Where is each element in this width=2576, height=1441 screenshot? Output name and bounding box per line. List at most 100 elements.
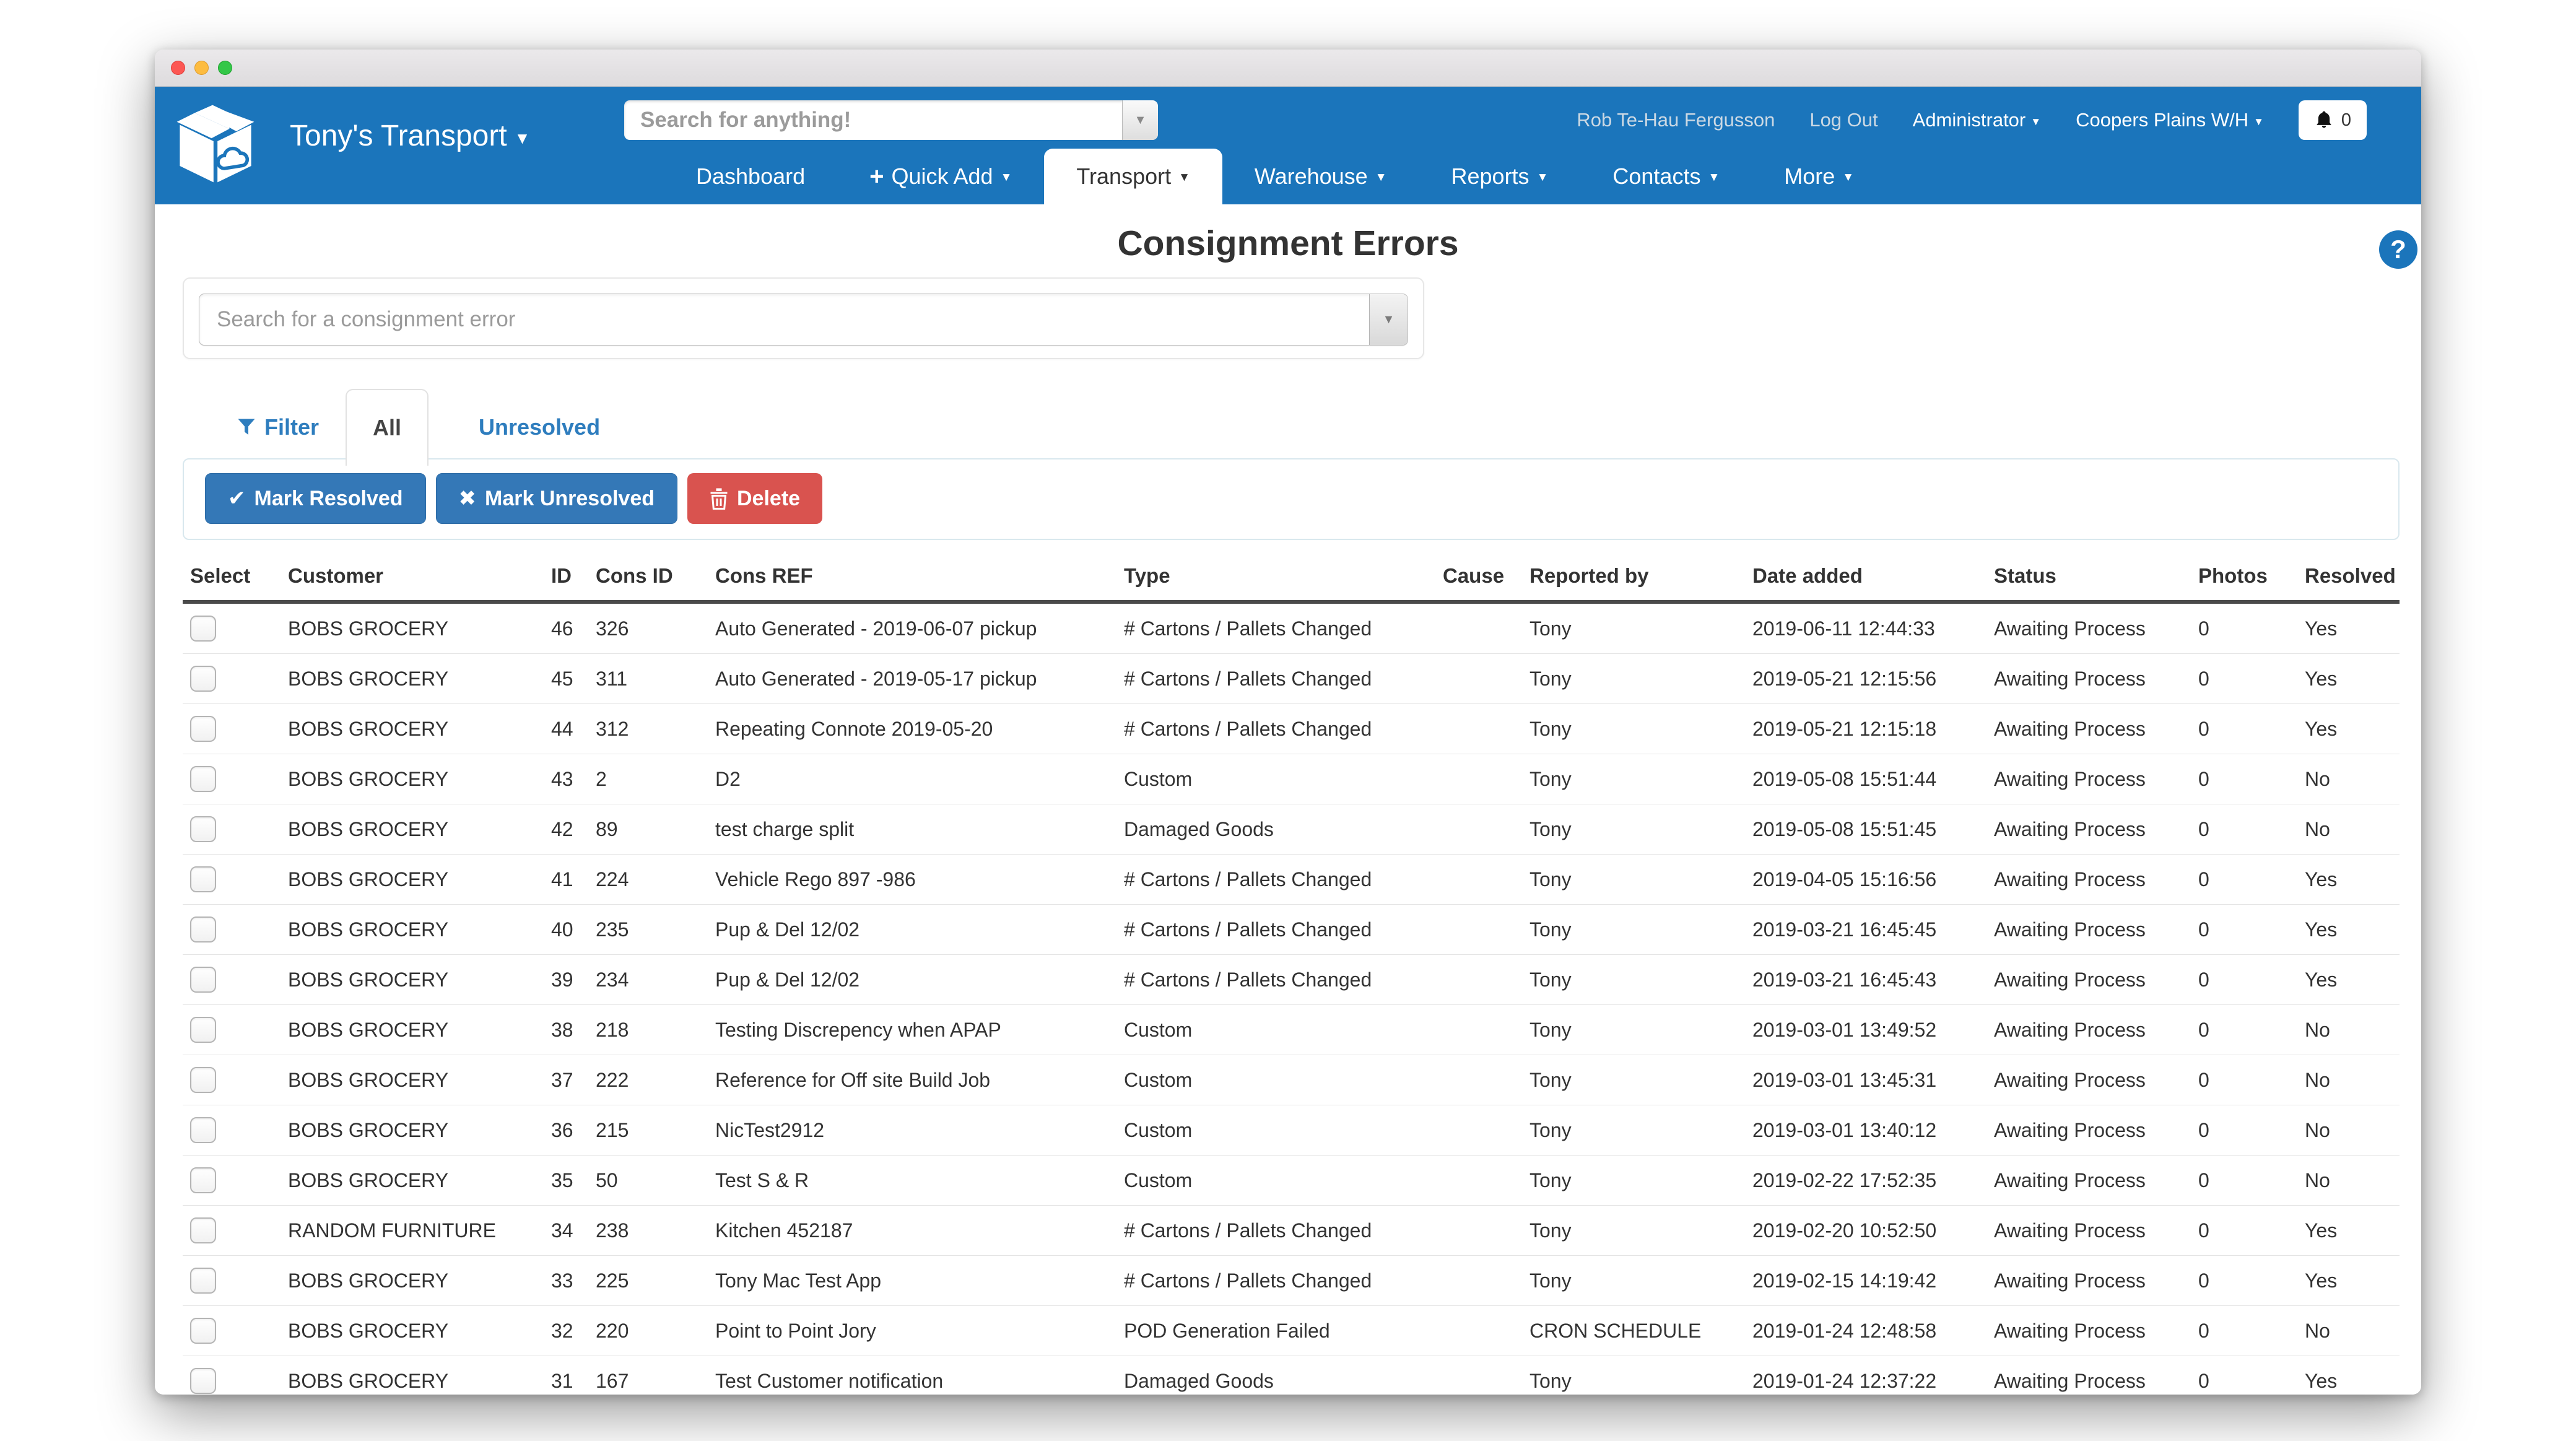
nav-item-more[interactable]: + More ▼ [1752,149,1886,204]
table-row: BOBS GROCERY 45 311 Auto Generated - 201… [183,654,2400,704]
row-checkbox[interactable] [190,616,216,642]
nav-item-dashboard[interactable]: + Dashboard ▼ [696,163,806,189]
cell-type: Damaged Goods [1124,817,1274,840]
cell-photos: 0 [2198,717,2209,740]
cell-cons-ref: Point to Point Jory [715,1319,876,1342]
cell-customer: BOBS GROCERY [288,1269,449,1292]
cell-cons-id: 225 [596,1269,629,1292]
chevron-down-icon: ▼ [1536,171,1549,184]
cell-cons-id: 218 [596,1018,629,1041]
close-window-button[interactable] [171,61,185,75]
row-checkbox[interactable] [190,967,216,993]
cell-photos: 0 [2198,918,2209,941]
mark-resolved-button[interactable]: ✔ Mark Resolved [205,473,426,524]
cell-customer: BOBS GROCERY [288,817,449,840]
log-out-link[interactable]: Log Out [1809,109,1878,131]
table-row: BOBS GROCERY 42 89 test charge split Dam… [183,804,2400,855]
table-row: BOBS GROCERY 40 235 Pup & Del 12/02 # Ca… [183,905,2400,955]
cell-id: 34 [551,1219,573,1242]
role-menu[interactable]: Administrator ▼ [1912,109,2042,131]
cell-cons-ref: Test Customer notification [715,1369,944,1392]
row-checkbox[interactable] [190,1117,216,1143]
zoom-window-button[interactable] [218,61,232,75]
cell-reported-by: Tony [1530,1169,1572,1191]
notifications-button[interactable]: 0 [2299,100,2367,140]
mark-unresolved-button[interactable]: ✖ Mark Unresolved [435,473,677,524]
nav-item-warehouse[interactable]: + Warehouse ▼ [1222,149,1419,204]
tab-all[interactable]: All [346,389,429,466]
row-checkbox[interactable] [190,916,216,943]
bell-icon [2317,111,2331,128]
cell-reported-by: Tony [1530,667,1572,690]
help-button[interactable]: ? [2379,230,2417,269]
row-checkbox[interactable] [190,1167,216,1193]
filter-button[interactable]: Filter [237,389,319,466]
row-checkbox[interactable] [190,1067,216,1093]
chevron-down-icon: ▼ [2030,116,2042,128]
nav-item-reports[interactable]: + Reports ▼ [1419,149,1581,204]
row-checkbox[interactable] [190,1268,216,1294]
cell-cons-ref: Vehicle Rego 897 -986 [715,868,916,890]
nav-item-transport[interactable]: + Transport ▼ [1044,149,1222,204]
cell-resolved: No [2305,1018,2330,1041]
cell-photos: 0 [2198,1269,2209,1292]
row-checkbox[interactable] [190,716,216,742]
plus-icon: + [869,163,884,190]
global-search-input[interactable]: Search for anything! ▼ [624,100,1158,140]
row-checkbox[interactable] [190,816,216,842]
trash-icon [710,488,728,510]
warehouse-menu[interactable]: Coopers Plains W/H ▼ [2076,109,2264,131]
cell-customer: BOBS GROCERY [288,617,449,640]
cell-resolved: Yes [2305,968,2338,991]
row-checkbox[interactable] [190,866,216,892]
cell-status: Awaiting Process [1994,868,2146,890]
row-checkbox[interactable] [190,1318,216,1344]
page-title: Consignment Errors [1117,224,1459,263]
consignment-search-input[interactable]: Search for a consignment error ▼ [199,294,1408,346]
row-checkbox[interactable] [190,666,216,692]
row-checkbox[interactable] [190,1368,216,1394]
cell-cons-ref: Auto Generated - 2019-06-07 pickup [715,617,1037,640]
cell-photos: 0 [2198,767,2209,790]
tab-unresolved[interactable]: Unresolved [479,414,601,440]
cell-id: 40 [551,918,573,941]
cell-type: # Cartons / Pallets Changed [1124,868,1372,890]
cell-customer: BOBS GROCERY [288,1319,449,1342]
cell-date-added: 2019-02-22 17:52:35 [1752,1169,1937,1191]
consignment-search-placeholder: Search for a consignment error [217,307,516,331]
row-checkbox[interactable] [190,1217,216,1243]
brand-menu[interactable]: Tony's Transport ▼ [290,119,530,153]
row-checkbox[interactable] [190,766,216,792]
consignment-search-dropdown-button[interactable]: ▼ [1369,294,1408,345]
cell-cons-id: 220 [596,1319,629,1342]
nav-item-quick-add[interactable]: + Quick Add ▼ [837,149,1044,204]
chevron-down-icon: ▼ [514,129,531,147]
cell-status: Awaiting Process [1994,767,2146,790]
table-row: RANDOM FURNITURE 34 238 Kitchen 452187 #… [183,1206,2400,1256]
cell-date-added: 2019-05-21 12:15:56 [1752,667,1937,690]
cell-cons-ref: Auto Generated - 2019-05-17 pickup [715,667,1037,690]
cell-resolved: No [2305,1068,2330,1091]
row-checkbox[interactable] [190,1017,216,1043]
nav-item-contacts[interactable]: + Contacts ▼ [1580,149,1752,204]
cell-id: 35 [551,1169,573,1191]
cell-cons-id: 326 [596,617,629,640]
table-row: BOBS GROCERY 41 224 Vehicle Rego 897 -98… [183,855,2400,905]
cell-cons-id: 167 [596,1369,629,1392]
global-search-dropdown-button[interactable]: ▼ [1122,100,1158,140]
user-name-link[interactable]: Rob Te-Hau Fergusson [1577,109,1775,131]
cell-date-added: 2019-02-20 10:52:50 [1752,1219,1937,1242]
cell-reported-by: CRON SCHEDULE [1530,1319,1702,1342]
x-icon: ✖ [458,487,477,510]
minimize-window-button[interactable] [194,61,209,75]
table-row: BOBS GROCERY 46 326 Auto Generated - 201… [183,604,2400,654]
cell-id: 31 [551,1369,573,1392]
cell-type: Damaged Goods [1124,1369,1274,1392]
cell-reported-by: Tony [1530,968,1572,991]
column-header-type: Type [1124,564,1170,587]
cell-customer: RANDOM FURNITURE [288,1219,496,1242]
cell-date-added: 2019-03-21 16:45:45 [1752,918,1937,941]
delete-button[interactable]: Delete [687,473,823,524]
table-row: BOBS GROCERY 36 215 NicTest2912 Custom T… [183,1105,2400,1156]
app-logo-box-cloud-icon [176,105,255,183]
